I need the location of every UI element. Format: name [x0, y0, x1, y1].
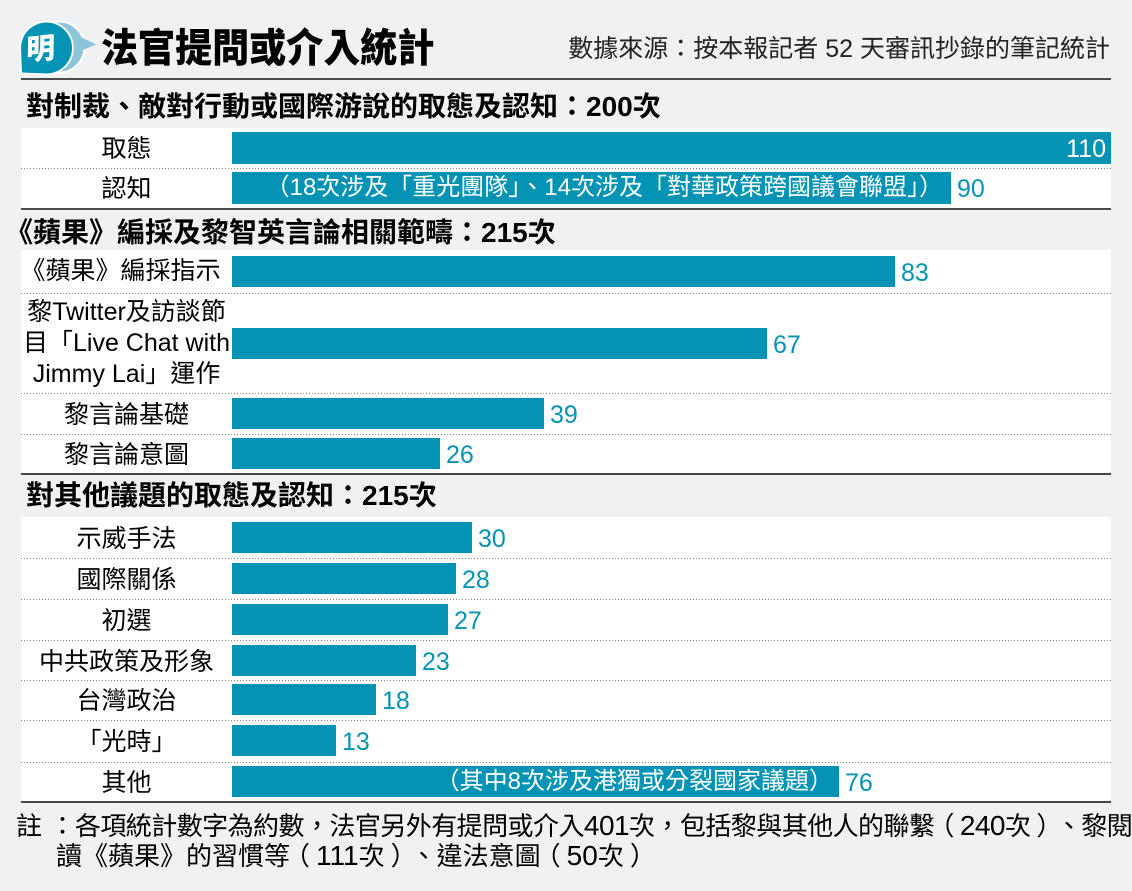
- svg-text:明: 明: [26, 25, 56, 70]
